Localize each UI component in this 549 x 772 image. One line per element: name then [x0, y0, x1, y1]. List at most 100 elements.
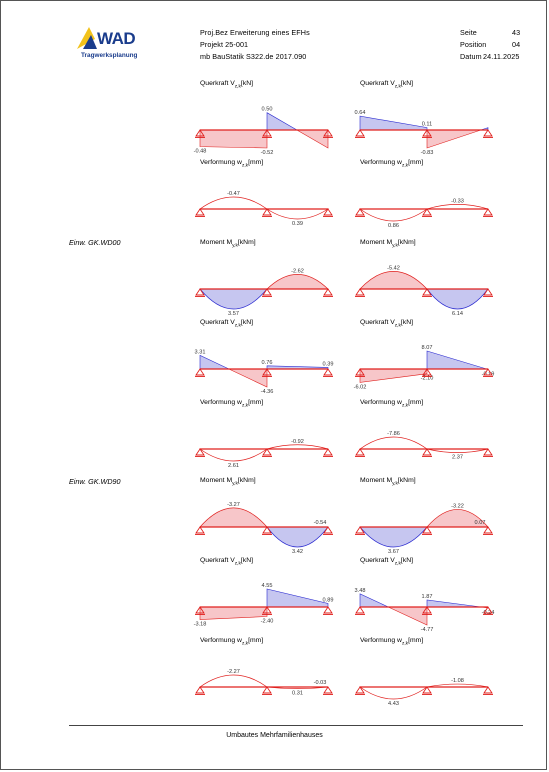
diagram-shear: Querkraft Vz,k[kN] 0.64 0.11 -0.83	[355, 80, 530, 156]
support-middle-icon	[262, 129, 272, 138]
diagram-title-subscript: y,k	[392, 481, 398, 487]
diagram-shear: Querkraft Vz,k[kN] -6.02 -2.10 8.07 -0.19	[354, 319, 530, 390]
support-middle-icon	[262, 368, 272, 377]
support-right-icon	[323, 288, 333, 297]
shear-area	[199, 606, 268, 620]
footer-divider	[69, 725, 523, 726]
support-right-icon	[483, 129, 493, 138]
diagram-title-text: Moment M	[360, 239, 393, 246]
support-left-icon	[195, 288, 205, 297]
support-left-icon	[195, 208, 205, 217]
diagram-title-text: Verformung w	[360, 159, 402, 166]
diagram-title: Moment My,k[kNm]	[360, 477, 416, 486]
support-right-icon	[483, 368, 493, 377]
diagram-title-subscript: z,k	[241, 641, 249, 647]
data-label: -0.83	[421, 150, 434, 156]
moment-curve	[199, 288, 268, 310]
diagram-title-text: Moment M	[200, 477, 233, 484]
diagram-title-subscript: z,k	[401, 641, 409, 647]
data-label: 0.11	[422, 122, 432, 128]
support-left-icon	[355, 129, 365, 138]
diagram-title-subscript: z,k	[241, 163, 249, 169]
data-label: -3.22	[451, 503, 464, 509]
data-label: 3.42	[292, 549, 303, 555]
support-middle-icon	[422, 368, 432, 377]
data-label: -2.40	[261, 618, 274, 624]
diagram-unit: [mm]	[248, 159, 264, 166]
shear-area	[228, 368, 268, 388]
header-datum-value: 24.11.2025	[483, 52, 520, 61]
header-position-value: 04	[512, 40, 521, 49]
wad-logo-icon	[77, 27, 97, 49]
data-label: 6.14	[452, 311, 463, 317]
diagram-plot: 3.67 -3.22 0.07	[355, 503, 493, 555]
data-label: 0.39	[323, 361, 334, 367]
moment-curve	[266, 526, 329, 548]
shear-area	[359, 593, 389, 608]
support-left-icon	[195, 448, 205, 457]
diagram-title-subscript: z,k	[394, 84, 401, 90]
shear-area	[388, 606, 428, 626]
header-project-description: Proj.Bez Erweiterung eines EFHs	[200, 28, 310, 37]
deflect-curve	[358, 436, 429, 450]
data-label: -6.02	[354, 384, 367, 390]
shear-area	[295, 129, 329, 149]
diagram-title-subscript: z,k	[401, 163, 409, 169]
diagram-unit: [mm]	[248, 637, 264, 644]
diagram-title-subscript: z,k	[234, 84, 241, 90]
header-datum-label: Datum	[460, 52, 482, 61]
data-label: 2.61	[228, 463, 239, 469]
deflect-curve	[426, 204, 489, 210]
support-right-icon	[323, 129, 333, 138]
diagram-title: Querkraft Vz,k[kN]	[200, 557, 253, 566]
data-label: -2.27	[227, 669, 240, 675]
diagram-plot: 3.57 -2.62	[195, 268, 333, 317]
diagram-unit: [kNm]	[397, 239, 416, 246]
data-label: 3.67	[388, 549, 399, 555]
diagram-unit: [mm]	[248, 399, 264, 406]
diagram-plot: 3.48-4.771.87-0.24	[355, 588, 495, 633]
diagram-title-subscript: z,k	[234, 561, 241, 567]
diagram-plot: 2.61 -0.92	[195, 439, 333, 469]
diagram-title: Querkraft Vz,k[kN]	[200, 319, 253, 328]
support-left-icon	[355, 686, 365, 695]
data-label: 3.31	[195, 349, 206, 355]
support-right-icon	[483, 208, 493, 217]
diagram-title-text: Querkraft V	[360, 319, 395, 326]
diagram-title-text: Verformung w	[200, 637, 242, 644]
diagram-title-subscript: z,k	[394, 323, 401, 329]
data-label: -0.92	[291, 439, 304, 445]
support-left-icon	[355, 288, 365, 297]
data-label: -7.86	[387, 431, 400, 437]
diagram-title: Moment My,k[kNm]	[200, 239, 256, 248]
support-left-icon	[355, 526, 365, 535]
diagram-deflect: Verformung wz,k[mm] 2.61 -0.92	[195, 399, 370, 469]
support-right-icon	[483, 448, 493, 457]
data-label: 0.07	[475, 520, 486, 526]
diagram-title-text: Querkraft V	[360, 80, 395, 87]
data-label: 3.57	[228, 311, 239, 317]
deflect-curve	[198, 196, 269, 210]
support-right-icon	[323, 368, 333, 377]
shear-area	[359, 115, 428, 131]
data-label: 0.76	[262, 360, 273, 366]
diagram-title: Querkraft Vz,k[kN]	[360, 557, 413, 566]
header-seite-value: 43	[512, 28, 521, 37]
support-left-icon	[195, 129, 205, 138]
moment-curve	[199, 507, 268, 528]
diagram-title: Querkraft Vz,k[kN]	[360, 319, 413, 328]
diagram-unit: [kN]	[240, 80, 253, 87]
diagram-title-text: Verformung w	[200, 399, 242, 406]
deflect-curve	[198, 448, 269, 462]
diagram-unit: [mm]	[408, 637, 424, 644]
data-label: 0.86	[388, 223, 399, 229]
moment-curve	[426, 288, 489, 310]
diagram-title: Verformung wz,k[mm]	[360, 399, 423, 408]
diagram-title-subscript: z,k	[394, 561, 401, 567]
data-label: 0.50	[262, 107, 273, 113]
shear-area	[426, 350, 487, 370]
diagram-plot: -7.86 2.37	[355, 431, 493, 461]
support-left-icon	[355, 448, 365, 457]
deflect-curve	[265, 208, 330, 220]
